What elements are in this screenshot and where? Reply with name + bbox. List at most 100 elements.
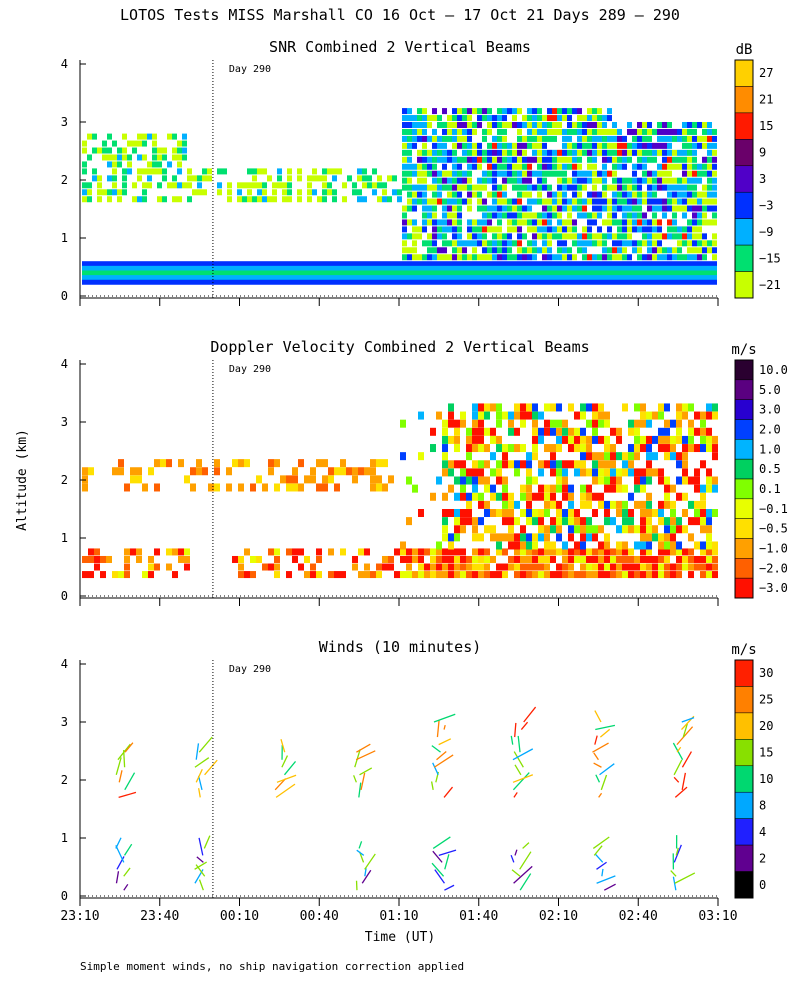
snr-cell <box>637 205 642 212</box>
snr-cell <box>452 240 457 247</box>
snr-cell <box>552 191 557 198</box>
snr-cell <box>157 168 162 175</box>
snr-cell <box>557 108 562 115</box>
snr-cell <box>337 270 342 276</box>
snr-cell <box>697 275 702 281</box>
snr-cell <box>662 279 667 285</box>
vel-cell <box>646 460 652 469</box>
colorbar-swatch <box>734 686 754 714</box>
snr-cell <box>682 279 687 285</box>
vel-cell <box>658 533 664 542</box>
colorbar-label: 3.0 <box>759 403 781 417</box>
vel-cell <box>304 555 310 563</box>
snr-cell <box>492 279 497 285</box>
snr-cell <box>522 135 527 142</box>
vel-cell <box>700 555 706 563</box>
vel-cell <box>436 411 442 420</box>
vel-cell <box>586 484 592 493</box>
snr-cell <box>482 275 487 281</box>
snr-cell <box>562 265 567 271</box>
vel-cell <box>706 476 712 485</box>
snr-cell <box>407 233 412 240</box>
snr-cell <box>627 265 632 271</box>
snr-cell <box>652 212 657 219</box>
snr-cell <box>417 128 422 135</box>
snr-cell <box>272 261 277 267</box>
snr-cell <box>402 149 407 156</box>
snr-cell <box>272 189 277 196</box>
vel-cell <box>190 483 196 492</box>
vel-cell <box>298 459 304 468</box>
vel-cell <box>538 563 544 571</box>
snr-cell <box>447 191 452 198</box>
snr-cell <box>567 122 572 128</box>
snr-cell <box>162 261 167 267</box>
snr-cell <box>602 156 607 163</box>
snr-cell <box>142 261 147 267</box>
snr-cell <box>122 175 127 182</box>
snr-cell <box>592 275 597 281</box>
snr-cell <box>657 184 662 191</box>
colorbar-swatch <box>734 359 754 381</box>
vel-cell <box>124 555 130 563</box>
snr-cell <box>612 265 617 271</box>
snr-cell <box>97 261 102 267</box>
snr-cell <box>502 184 507 191</box>
snr-cell <box>492 184 497 191</box>
snr-cell <box>492 177 497 184</box>
snr-cell <box>417 279 422 285</box>
vel-cell <box>478 476 484 485</box>
vel-cell <box>562 541 568 550</box>
snr-cell <box>577 163 582 170</box>
vel-cell <box>646 500 652 509</box>
snr-cell <box>322 189 327 196</box>
snr-cell <box>647 198 652 205</box>
vel-cell <box>430 563 436 571</box>
vel-cell <box>538 525 544 534</box>
vel-cell <box>700 435 706 444</box>
snr-cell <box>282 189 287 196</box>
snr-cell <box>562 226 567 233</box>
snr-cell <box>262 189 267 196</box>
snr-cell <box>707 240 712 247</box>
snr-cell <box>507 205 512 212</box>
snr-cell <box>667 261 672 267</box>
vel-cell <box>562 517 568 526</box>
snr-cell <box>467 128 472 135</box>
snr-cell <box>287 265 292 271</box>
y-tick-label: 3 <box>61 115 68 129</box>
snr-cell <box>687 265 692 271</box>
vel-cell <box>664 427 670 436</box>
snr-cell <box>417 265 422 271</box>
vel-cell <box>466 452 472 461</box>
vel-cell <box>136 467 142 476</box>
vel-cell <box>706 435 712 444</box>
snr-cell <box>577 261 582 267</box>
snr-cell <box>397 261 402 267</box>
snr-cell <box>617 191 622 198</box>
snr-cell <box>107 161 112 168</box>
snr-cell <box>547 108 552 115</box>
wind-barb <box>513 792 518 798</box>
vel-cell <box>238 563 244 571</box>
snr-cell <box>82 161 87 168</box>
snr-cell <box>257 196 262 203</box>
snr-cell <box>502 275 507 281</box>
snr-cell <box>682 226 687 233</box>
snr-cell <box>452 261 457 267</box>
snr-cell <box>557 270 562 276</box>
colorbar-label: −3.0 <box>759 581 788 595</box>
snr-cell <box>262 275 267 281</box>
vel-cell <box>460 460 466 469</box>
snr-cell <box>582 279 587 285</box>
snr-cell <box>177 261 182 267</box>
snr-cell <box>632 261 637 267</box>
vel-cell <box>448 435 454 444</box>
snr-cell <box>432 205 437 212</box>
vel-cell <box>388 555 394 563</box>
colorbar-swatch <box>734 86 754 114</box>
snr-cell <box>702 142 707 149</box>
snr-cell <box>422 163 427 170</box>
snr-cell <box>602 198 607 205</box>
snr-cell <box>107 261 112 267</box>
